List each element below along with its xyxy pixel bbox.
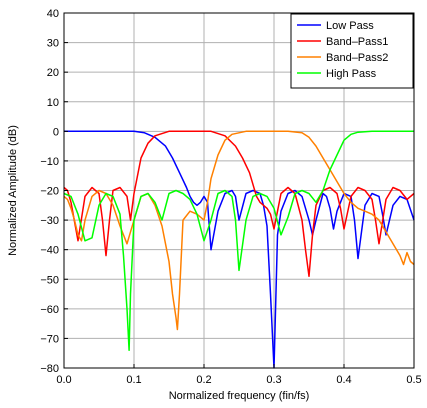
y-tick-label: −10 xyxy=(40,156,59,168)
series-line-low-pass xyxy=(64,130,415,369)
legend-box xyxy=(290,13,414,89)
legend-label: Low Pass xyxy=(326,20,374,32)
x-tick-label: 0.0 xyxy=(56,374,71,386)
y-tick-label: 0 xyxy=(53,126,59,138)
series-line-band-pass1 xyxy=(63,130,415,278)
y-tick-label: −20 xyxy=(40,186,59,198)
tick-marks xyxy=(63,12,415,369)
y-tick-label: 10 xyxy=(47,97,59,109)
y-tick-label: −60 xyxy=(40,304,59,316)
x-axis-title: Normalized frequency (fin/fs) xyxy=(169,390,310,402)
y-tick-labels: 40 30 20 10 0 −10 −20 −30 −40 −50 −60 −70 −80 xyxy=(40,8,59,375)
series-lines xyxy=(63,130,415,369)
y-tick-label: −50 xyxy=(40,274,59,286)
x-tick-label: 0.4 xyxy=(336,374,351,386)
x-tick-label: 0.1 xyxy=(126,374,141,386)
y-tick-label: −30 xyxy=(40,215,59,227)
y-axis-title: Normalized Amplitude (dB) xyxy=(7,125,19,256)
y-tick-label: −80 xyxy=(40,363,59,375)
legend-label: High Pass xyxy=(326,68,377,80)
y-tick-label: −40 xyxy=(40,245,59,257)
legend-label: Band–Pass2 xyxy=(326,52,388,64)
x-tick-labels: 0.0 0.1 0.2 0.3 0.4 0.5 xyxy=(56,374,421,386)
y-tick-label: 30 xyxy=(47,38,59,50)
y-tick-label: 20 xyxy=(47,67,59,79)
x-tick-label: 0.3 xyxy=(266,374,281,386)
y-tick-label: 40 xyxy=(47,8,59,20)
legend-label: Band–Pass1 xyxy=(326,36,388,48)
legend: Low Pass Band–Pass1 Band–Pass2 High Pass xyxy=(290,13,414,89)
x-tick-label: 0.2 xyxy=(196,374,211,386)
y-tick-label: −70 xyxy=(40,333,59,345)
x-tick-label: 0.5 xyxy=(406,374,421,386)
series-line-high-pass xyxy=(63,130,414,352)
